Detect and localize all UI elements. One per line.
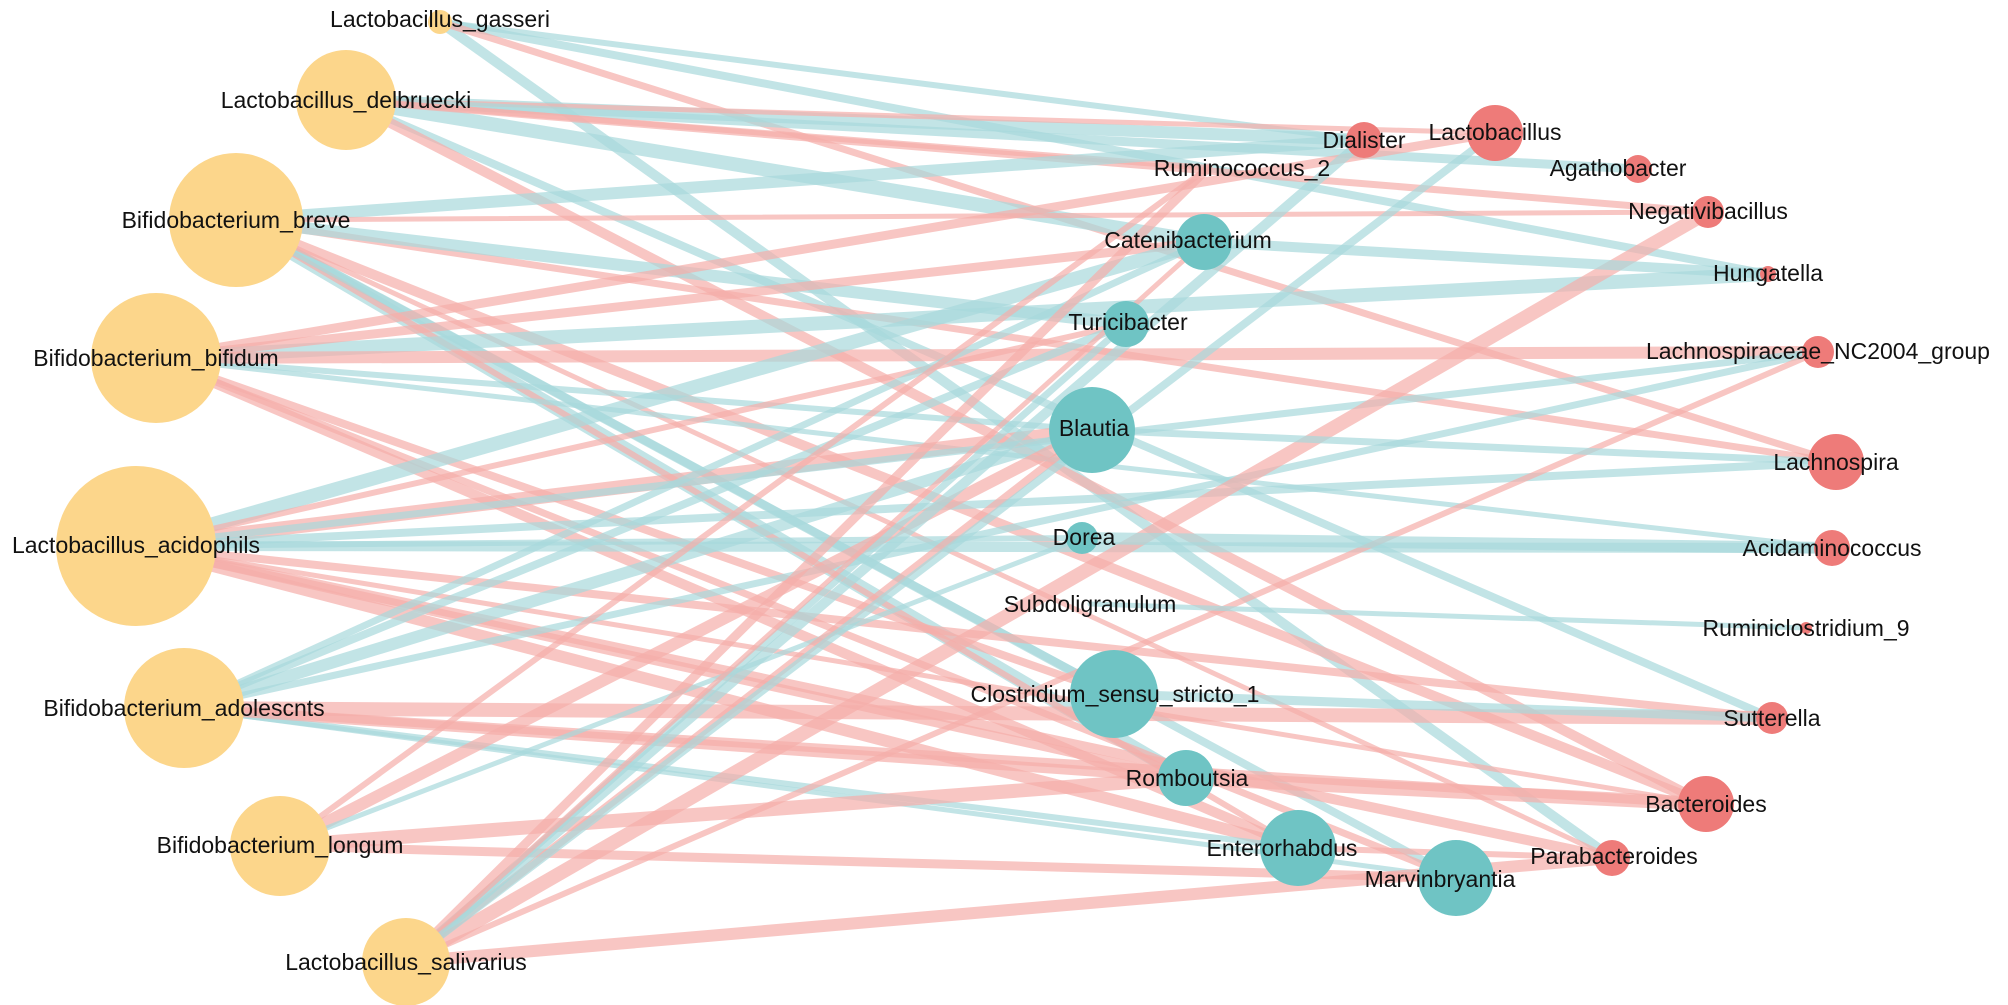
edge-Bifidobacterium_adolescnts-Catenibacterium: [180, 238, 1208, 712]
edge-Blautia-Lachnospira: [1088, 426, 1840, 466]
edge-layer: [129, 17, 1840, 969]
node-label-Lachnospira: Lachnospira: [1773, 449, 1899, 475]
edge-Lactobacillus_acidophils-Sutterella: [132, 542, 1776, 722]
node-label-Dorea: Dorea: [1053, 524, 1116, 550]
node-Ruminiclostridium_9: [1800, 622, 1812, 634]
node-label-Sutterella: Sutterella: [1723, 705, 1820, 731]
node-label-Lactobacillus_gasseri: Lactobacillus_gasseri: [330, 6, 550, 32]
node-label-Ruminiclostridium_9: Ruminiclostridium_9: [1702, 615, 1909, 641]
node-Dialister: [1346, 122, 1382, 158]
node-Blautia: [1049, 387, 1135, 473]
node-Lactobacillus: [1467, 105, 1523, 161]
node-label-Lactobacillus_delbruecki: Lactobacillus_delbruecki: [221, 87, 472, 113]
node-label-Parabacteroides: Parabacteroides: [1530, 843, 1698, 869]
node-label-Hungatella: Hungatella: [1713, 260, 1823, 286]
node-Bacteroides: [1678, 776, 1734, 832]
node-label-Subdoligranulum: Subdoligranulum: [1004, 591, 1177, 617]
node-Lactobacillus_salivarius: [362, 918, 450, 1005]
node-label-Lachnospiraceae_NC2004_group: Lachnospiraceae_NC2004_group: [1646, 338, 1990, 364]
node-label-Lactobacillus_acidophils: Lactobacillus_acidophils: [12, 532, 260, 558]
node-Catenibacterium: [1176, 214, 1232, 270]
edge-Lactobacillus_salivarius-Ruminococcus_2: [401, 163, 1213, 967]
node-label-Turicibacter: Turicibacter: [1068, 309, 1188, 335]
node-Lachnospira: [1808, 434, 1864, 490]
node-Dorea: [1066, 522, 1098, 554]
node-Enterorhabdus: [1260, 810, 1336, 886]
edge-Dorea-Acidaminococcus: [1076, 532, 1838, 554]
edge-Bifidobacterium_longum-Marvinbryantia: [275, 841, 1461, 883]
node-Turicibacter: [1103, 301, 1149, 347]
node-label-Ruminococcus_2: Ruminococcus_2: [1154, 155, 1330, 181]
node-Lactobacillus_acidophils: [56, 466, 216, 626]
node-label-Clostridium_sensu_stricto_1: Clostridium_sensu_stricto_1: [971, 681, 1260, 707]
node-Marvinbryantia: [1418, 840, 1494, 916]
label-layer: Lactobacillus_gasseri Lactobacillus_delbr…: [12, 6, 1990, 975]
edge-Bifidobacterium_bifidum-Lactobacillus: [151, 128, 1500, 363]
node-Lactobacillus_gasseri: [428, 10, 452, 34]
node-Bifidobacterium_bifidum: [91, 293, 221, 423]
node-Acidaminococcus: [1814, 530, 1850, 566]
node-Lachnospiraceae_NC2004_group: [1802, 336, 1834, 368]
node-label-Lactobacillus: Lactobacillus: [1429, 119, 1562, 145]
node-Bifidobacterium_longum: [230, 796, 330, 896]
edge-Romboutsia-Bacteroides: [1179, 771, 1713, 811]
node-Sutterella: [1756, 702, 1788, 734]
edge-Lactobacillus_gasseri-Dialister: [437, 19, 1367, 143]
edge-Lactobacillus_acidophils-Parabacteroides: [131, 541, 1617, 863]
node-Hungatella: [1760, 266, 1776, 282]
node-label-Romboutsia: Romboutsia: [1126, 765, 1249, 791]
node-label-Bifidobacterium_breve: Bifidobacterium_breve: [122, 207, 351, 233]
edge-Lactobacillus_acidophils-Catenibacterium: [129, 235, 1211, 553]
edge-Subdoligranulum-Ruminiclostridium_9: [1087, 601, 1809, 631]
edge-Lactobacillus_acidophils-Bacteroides: [133, 543, 1709, 807]
edge-Lactobacillus_gasseri-Hungatella: [436, 18, 1772, 278]
node-label-Negativibacillus: Negativibacillus: [1628, 198, 1788, 224]
edge-Lactobacillus_salivarius-Parabacteroides: [400, 852, 1618, 968]
node-Bifidobacterium_breve: [169, 153, 303, 287]
node-label-Enterorhabdus: Enterorhabdus: [1207, 835, 1358, 861]
edge-Bifidobacterium_breve-Dialister: [230, 134, 1370, 226]
edge-Bifidobacterium_longum-Ruminococcus_2: [277, 165, 1211, 849]
node-label-Bifidobacterium_longum: Bifidobacterium_longum: [157, 832, 404, 858]
node-label-Acidaminococcus: Acidaminococcus: [1743, 535, 1922, 561]
node-Clostridium_sensu_stricto_1: [1070, 650, 1158, 738]
node-label-Dialister: Dialister: [1322, 127, 1405, 153]
edge-Bifidobacterium_adolescnts-Enterorhabdus: [181, 705, 1301, 851]
edge-Lactobacillus_acidophils-Turicibacter: [133, 321, 1129, 549]
node-Negativibacillus: [1692, 196, 1724, 228]
node-label-Lactobacillus_salivarius: Lactobacillus_salivarius: [285, 949, 527, 975]
node-label-Marvinbryantia: Marvinbryantia: [1365, 866, 1516, 892]
edge-Bifidobacterium_breve-Negativibacillus: [233, 209, 1711, 223]
edge-Lactobacillus_delbruecki-Catenibacterium: [339, 93, 1211, 249]
edge-Catenibacterium-Hungatella: [1199, 237, 1773, 279]
node-Romboutsia: [1158, 750, 1214, 806]
node-Lactobacillus_delbruecki: [296, 50, 396, 150]
edge-Clostridium_sensu_stricto_1-Sutterella: [1109, 689, 1777, 723]
node-label-Blautia: Blautia: [1059, 415, 1130, 441]
node-label-Bacteroides: Bacteroides: [1645, 791, 1766, 817]
edge-Bifidobacterium_adolescnts-Turicibacter: [180, 320, 1130, 712]
edge-Bifidobacterium_adolescnts-Lachnospiraceae_NC2004_group: [180, 348, 1822, 712]
node-label-Agathobacter: Agathobacter: [1550, 155, 1687, 181]
node-label-Bifidobacterium_adolescnts: Bifidobacterium_adolescnts: [43, 695, 324, 721]
edge-Bifidobacterium_bifidum-Catenibacterium: [151, 237, 1209, 363]
node-Bifidobacterium_adolescnts: [124, 648, 244, 768]
edge-Bifidobacterium_longum-Romboutsia: [273, 771, 1193, 853]
node-Parabacteroides: [1594, 840, 1630, 876]
edge-Lactobacillus_delbruecki-Lactobacillus: [343, 97, 1498, 136]
edge-Lactobacillus_delbruecki-Negativibacillus: [342, 96, 1712, 216]
edge-Bifidobacterium_longum-Blautia: [274, 424, 1098, 852]
node-label-Bifidobacterium_bifidum: Bifidobacterium_bifidum: [33, 345, 278, 371]
node-Agathobacter: [1624, 155, 1652, 183]
edge-Lactobacillus_acidophils-Lachnospira: [132, 458, 1840, 550]
edge-Lactobacillus_delbruecki-Agathobacter: [341, 95, 1643, 174]
edge-Lactobacillus_salivarius-Catenibacterium: [403, 239, 1207, 965]
node-layer: [56, 10, 1864, 1005]
edge-Lactobacillus_salivarius-Negativibacillus: [399, 205, 1715, 969]
edge-Bifidobacterium_bifidum-Blautia: [153, 355, 1095, 433]
edge-Lactobacillus_salivarius-Lactobacillus: [402, 129, 1499, 966]
node-label-Catenibacterium: Catenibacterium: [1104, 227, 1271, 253]
